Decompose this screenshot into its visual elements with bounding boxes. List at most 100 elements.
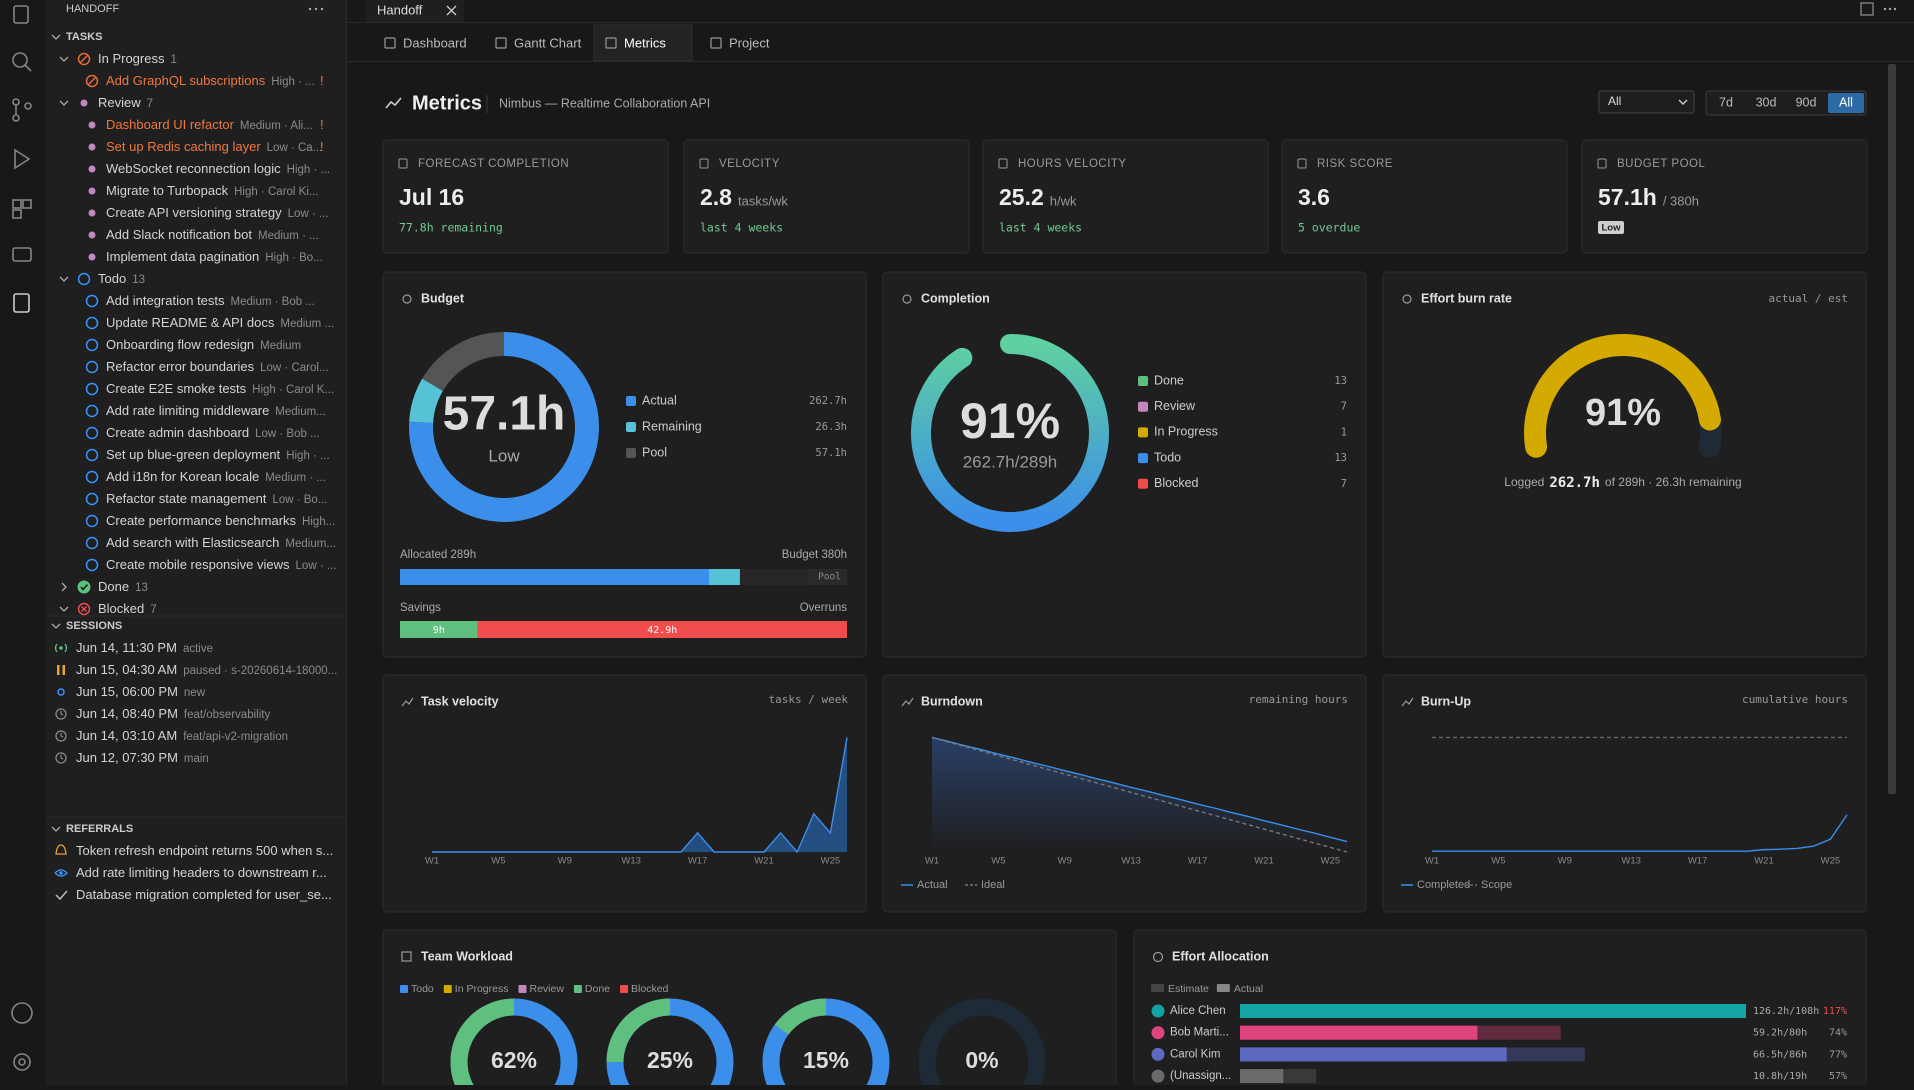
group-row[interactable]: In Progress 1 bbox=[98, 48, 378, 70]
task-row[interactable]: WebSocket reconnection logic High · ... bbox=[106, 158, 366, 180]
x-tick-label: W13 bbox=[1621, 856, 1641, 867]
x-tick-label: W17 bbox=[688, 856, 708, 867]
filter-select[interactable] bbox=[1598, 90, 1695, 114]
nav-icon bbox=[605, 37, 617, 49]
legend-value: 7 bbox=[1341, 401, 1347, 413]
panel-title: Team Workload bbox=[421, 949, 513, 963]
legend-label: Blocked bbox=[1154, 476, 1199, 490]
group-row[interactable]: Todo 13 bbox=[98, 268, 378, 290]
referral-row[interactable]: Add rate limiting headers to downstream … bbox=[76, 865, 327, 880]
tab-close[interactable] bbox=[446, 5, 457, 16]
referral-row[interactable]: Token refresh endpoint returns 500 when … bbox=[76, 843, 334, 858]
logged-prefix: Logged bbox=[1504, 475, 1544, 489]
task-row[interactable]: Implement data pagination High · Bo... bbox=[106, 246, 366, 268]
session-note: feat/api-v2-migration bbox=[183, 731, 289, 743]
task-flag: ! bbox=[320, 117, 324, 132]
task-row[interactable]: Dashboard UI refactor Medium · Ali... bbox=[106, 114, 366, 136]
nav-icon bbox=[710, 37, 722, 49]
task-meta: Medium bbox=[260, 340, 302, 352]
badge-text: Low bbox=[1602, 223, 1622, 234]
session-note: paused · s-20260614-18000... bbox=[183, 665, 338, 677]
session-row[interactable]: Jun 14, 03:10 AM feat/api-v2-migration bbox=[76, 725, 378, 747]
session-time: Jun 15, 06:00 PM bbox=[76, 684, 178, 699]
group-row[interactable]: Done 13 bbox=[98, 576, 378, 598]
section-header[interactable]: SESSIONS bbox=[66, 620, 123, 632]
panel-title: Completion bbox=[921, 291, 990, 305]
ring-sub: 262.7h/289h bbox=[963, 452, 1058, 471]
scm-icon[interactable] bbox=[12, 98, 20, 106]
run-icon[interactable] bbox=[14, 148, 31, 170]
task-row[interactable]: Set up blue-green deployment High · ... bbox=[106, 444, 366, 466]
task-title: Implement data pagination bbox=[106, 249, 260, 264]
session-row[interactable]: Jun 14, 08:40 PM feat/observability bbox=[76, 703, 378, 725]
legend-swatch bbox=[626, 422, 636, 432]
task-title: Add rate limiting middleware bbox=[106, 403, 270, 418]
section-header[interactable]: TASKS bbox=[66, 31, 103, 43]
group-row[interactable]: Review 7 bbox=[98, 92, 378, 114]
task-row[interactable]: Create admin dashboard Low · Bob ... bbox=[106, 422, 366, 444]
task-row[interactable]: Create performance benchmarks High... bbox=[106, 510, 366, 532]
card bbox=[382, 139, 669, 254]
section-header[interactable]: HANDOFF bbox=[66, 3, 120, 15]
kpi-icon bbox=[398, 158, 408, 169]
handoff-icon[interactable] bbox=[13, 293, 30, 313]
avatar bbox=[1151, 1004, 1165, 1018]
task-row[interactable]: Create E2E smoke tests High · Carol K... bbox=[106, 378, 366, 400]
task-title: Refactor error boundaries bbox=[106, 359, 255, 374]
extensions-icon[interactable] bbox=[12, 199, 22, 209]
search-icon[interactable] bbox=[12, 52, 28, 68]
task-row[interactable]: Onboarding flow redesign Medium bbox=[106, 334, 366, 356]
settings-icon[interactable] bbox=[13, 1053, 31, 1071]
donut-segment bbox=[774, 998, 827, 1035]
task-row[interactable]: Create API versioning strategy Low · ... bbox=[106, 202, 366, 224]
task-row[interactable]: Add search with Elasticsearch Medium... bbox=[106, 532, 366, 554]
referral-row[interactable]: Database migration completed for user_se… bbox=[76, 887, 332, 902]
task-row[interactable]: Update README & API docs Medium ... bbox=[106, 312, 366, 334]
sidebar: HANDOFF TASKS In Progress 1 Add GraphQL subs… bbox=[46, 0, 347, 1085]
task-meta: Low · ... bbox=[295, 560, 337, 572]
legend-label: Review bbox=[529, 983, 564, 995]
panel-icon bbox=[1402, 294, 1412, 304]
task-row[interactable]: Add Slack notification bot Medium · ... bbox=[106, 224, 366, 246]
card bbox=[1382, 271, 1867, 658]
range-button[interactable]: 90d bbox=[1796, 95, 1817, 109]
editor-tab[interactable] bbox=[366, 0, 464, 22]
x-tick-label: W9 bbox=[1058, 856, 1072, 867]
session-row[interactable]: Jun 14, 11:30 PM active bbox=[76, 637, 378, 659]
range-active[interactable] bbox=[1828, 93, 1864, 113]
card bbox=[1382, 674, 1867, 913]
session-row[interactable]: Jun 12, 07:30 PM main bbox=[76, 747, 378, 769]
section-header[interactable]: REFERRALS bbox=[66, 823, 134, 835]
task-row[interactable]: Add integration tests Medium · Bob ... bbox=[106, 290, 366, 312]
task-row[interactable]: Add rate limiting middleware Medium... bbox=[106, 400, 366, 422]
task-row[interactable]: Refactor state management Low · Bo... bbox=[106, 488, 366, 510]
card bbox=[683, 139, 970, 254]
task-row[interactable]: Add GraphQL subscriptions High · ... bbox=[106, 70, 366, 92]
task-row[interactable]: Migrate to Turbopack High · Carol Ki... bbox=[106, 180, 366, 202]
remote-icon[interactable] bbox=[12, 247, 32, 262]
session-row[interactable]: Jun 15, 04:30 AM paused · s-20260614-1800… bbox=[76, 659, 378, 681]
bar-label: Allocated 289h bbox=[400, 549, 476, 561]
donut-center: 0% bbox=[965, 1047, 998, 1073]
x-tick-label: W5 bbox=[1491, 856, 1505, 867]
group-count: 7 bbox=[146, 98, 154, 110]
range-button[interactable]: All bbox=[1839, 95, 1853, 109]
session-note: active bbox=[182, 643, 213, 655]
range-button[interactable]: 7d bbox=[1719, 95, 1733, 109]
account-icon[interactable] bbox=[11, 1002, 33, 1024]
task-row[interactable]: Add i18n for Korean locale Medium · ... bbox=[106, 466, 366, 488]
explorer-icon[interactable] bbox=[13, 5, 29, 24]
legend-swatch bbox=[1138, 453, 1148, 464]
task-row[interactable]: Set up Redis caching layer Low · Ca... bbox=[106, 136, 366, 158]
task-row[interactable]: Refactor error boundaries Low · Carol... bbox=[106, 356, 366, 378]
range-button[interactable]: 30d bbox=[1756, 95, 1777, 109]
nav-icon bbox=[495, 37, 507, 49]
task-title: Update README & API docs bbox=[106, 315, 275, 330]
task-row[interactable]: Create mobile responsive views Low · ... bbox=[106, 554, 366, 576]
task-meta: High · Carol Ki... bbox=[234, 186, 319, 198]
bar-value: 66.5h/86h bbox=[1753, 1049, 1807, 1060]
task-meta: Medium · Ali... bbox=[239, 120, 313, 132]
group-row[interactable]: Blocked 7 bbox=[98, 598, 378, 620]
session-row[interactable]: Jun 15, 06:00 PM new bbox=[76, 681, 378, 703]
